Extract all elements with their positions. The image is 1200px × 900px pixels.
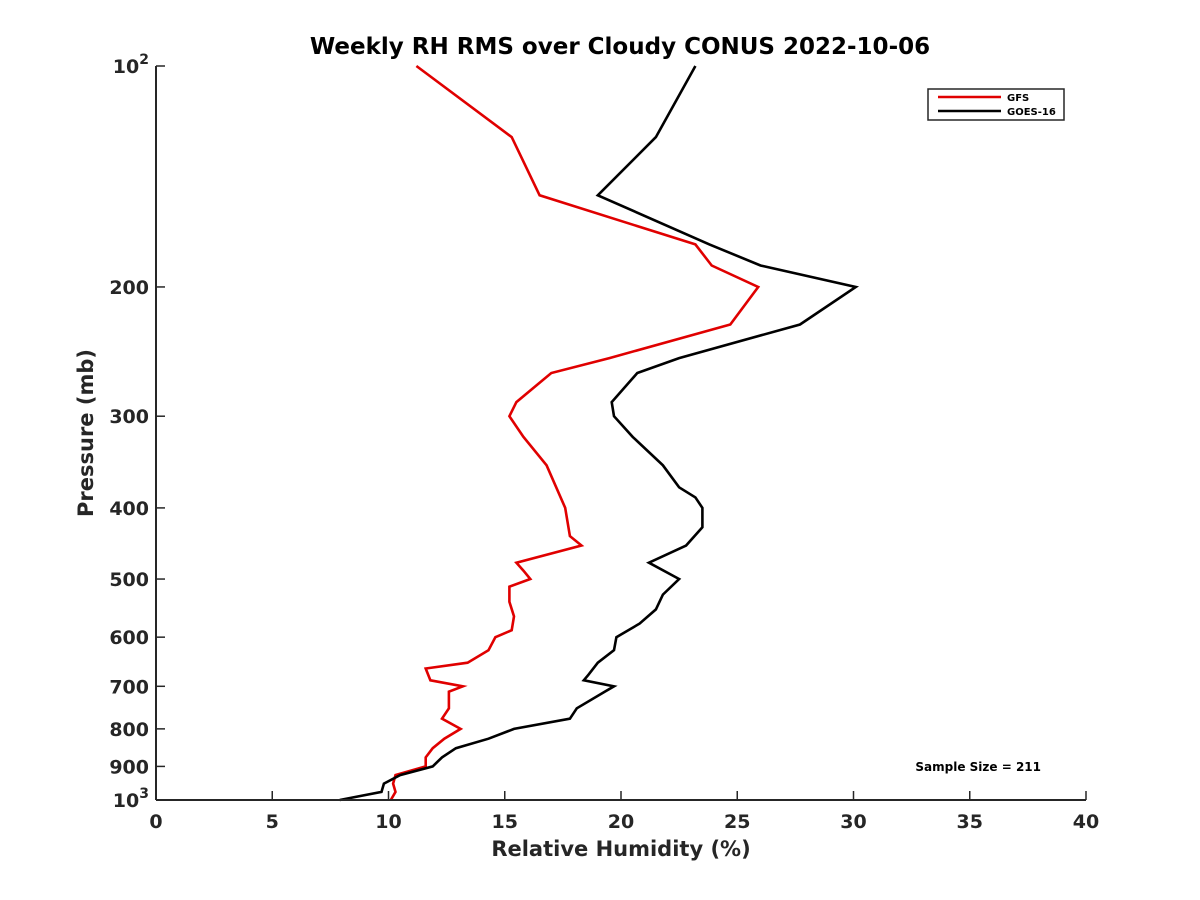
x-axis-label: Relative Humidity (%) (491, 837, 750, 861)
y-axis-label: Pressure (mb) (74, 349, 98, 517)
chart-title: Weekly RH RMS over Cloudy CONUS 2022-10-… (310, 34, 930, 60)
y-tick-label: 102 (113, 52, 149, 78)
y-tick-label: 600 (109, 627, 149, 649)
series-layer (339, 64, 860, 802)
x-tick-label: 20 (608, 811, 634, 833)
x-tick-label: 5 (266, 811, 279, 833)
x-ticks: 0 5 10 15 20 25 30 35 40 (149, 791, 1099, 833)
x-tick-label: 35 (957, 811, 983, 833)
legend-label-gfs: GFS (1007, 93, 1029, 104)
series-line-goes16 (339, 65, 860, 802)
y-tick-label: 300 (109, 406, 149, 428)
sample-size-annotation: Sample Size = 211 (915, 760, 1041, 774)
y-tick-label: 400 (109, 498, 149, 520)
series-line-gfs (389, 64, 761, 801)
legend-label-goes16: GOES-16 (1007, 107, 1056, 118)
y-tick-label: 900 (109, 756, 149, 778)
x-tick-label: 0 (149, 811, 162, 833)
x-tick-label: 25 (724, 811, 750, 833)
legend: GFS GOES-16 (927, 88, 1065, 121)
x-tick-label: 30 (840, 811, 866, 833)
y-tick-label: 700 (109, 676, 149, 698)
y-tick-label: 200 (109, 277, 149, 299)
legend-box (927, 88, 1065, 121)
y-tick-label: 800 (109, 719, 149, 741)
x-tick-label: 15 (492, 811, 518, 833)
y-tick-label: 103 (113, 786, 149, 812)
y-ticks: 102 200 300 400 500 600 700 800 900 103 (109, 52, 165, 812)
x-tick-label: 40 (1073, 811, 1099, 833)
y-tick-label: 500 (109, 569, 149, 591)
x-tick-label: 10 (375, 811, 401, 833)
